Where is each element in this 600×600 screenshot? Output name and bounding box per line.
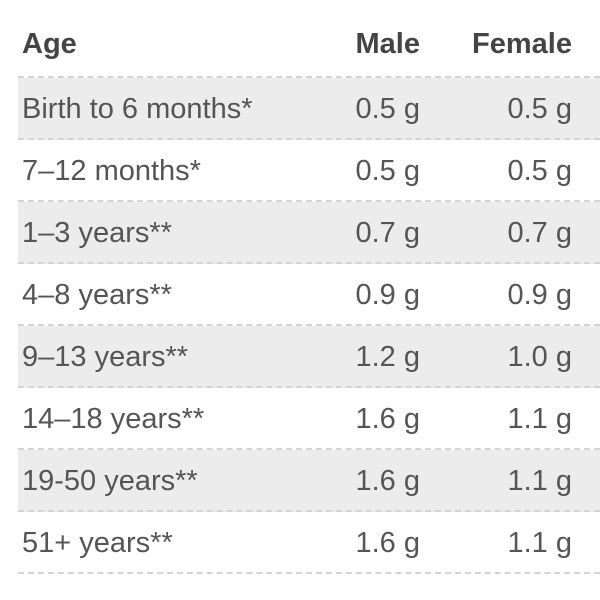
age-cell: 14–18 years**: [22, 403, 205, 435]
value-cell: 0.5 g: [355, 155, 421, 187]
table-row: 7–12 months* 0.5 g 0.5 g: [18, 140, 600, 202]
age-cell: Age: [22, 28, 77, 60]
value-cell: 1.6 g: [355, 403, 421, 435]
table-row: Birth to 6 months* 0.5 g 0.5 g: [18, 78, 600, 140]
value-cell: Female: [472, 28, 572, 60]
age-cell: 9–13 years**: [22, 341, 189, 373]
header-row: Age Male Female: [18, 18, 600, 78]
value-cell: 0.7 g: [355, 217, 421, 249]
value-cell: 1.6 g: [355, 527, 421, 559]
table-row: 51+ years** 1.6 g 1.1 g: [18, 512, 600, 574]
value-cell: 1.0 g: [507, 341, 573, 373]
value-cell: 1.1 g: [507, 403, 573, 435]
value-cell: 1.1 g: [507, 527, 573, 559]
table-row: 4–8 years** 0.9 g 0.9 g: [18, 264, 600, 326]
table-row: 19-50 years** 1.6 g 1.1 g: [18, 450, 600, 512]
table-row: 9–13 years** 1.2 g 1.0 g: [18, 326, 600, 388]
value-cell: 0.9 g: [507, 279, 573, 311]
table-row: 14–18 years** 1.6 g 1.1 g: [18, 388, 600, 450]
age-cell: 4–8 years**: [22, 279, 172, 311]
value-cell: 1.2 g: [355, 341, 421, 373]
value-cell: 0.5 g: [507, 93, 573, 125]
age-cell: 19-50 years**: [22, 465, 198, 497]
value-cell: 0.5 g: [355, 93, 421, 125]
table-row: 1–3 years** 0.7 g 0.7 g: [18, 202, 600, 264]
value-cell: 0.7 g: [507, 217, 573, 249]
age-cell: 51+ years**: [22, 527, 173, 559]
value-cell: 1.1 g: [507, 465, 573, 497]
value-cell: 0.9 g: [355, 279, 421, 311]
value-cell: 0.5 g: [507, 155, 573, 187]
age-cell: Birth to 6 months*: [22, 93, 253, 125]
value-cell: 1.6 g: [355, 465, 421, 497]
value-cell: Male: [355, 28, 420, 60]
age-cell: 1–3 years**: [22, 217, 172, 249]
age-cell: 7–12 months*: [22, 155, 201, 187]
